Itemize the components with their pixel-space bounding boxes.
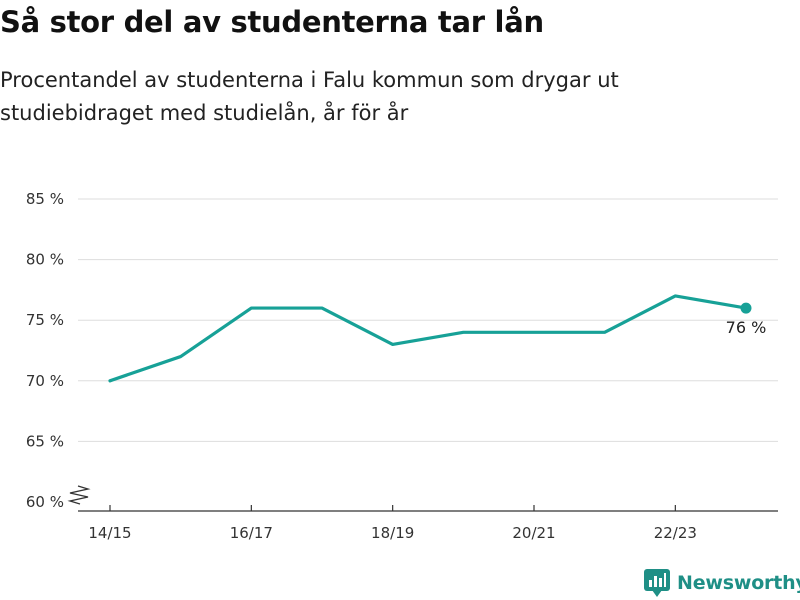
data-line	[108, 294, 748, 383]
newsworthy-logo-text: Newsworthy	[677, 572, 800, 594]
data-series	[108, 294, 752, 383]
data-point-end	[740, 302, 752, 314]
axis-break-icon	[67, 485, 91, 505]
data-labels: 76 %	[726, 318, 767, 337]
x-tick-labels: 14/15 16/17 18/19 20/21 22/23	[88, 524, 697, 542]
x-tick-label: 22/23	[654, 524, 697, 542]
x-tick-label: 16/17	[230, 524, 273, 542]
y-tick-label: 80 %	[26, 251, 64, 269]
chart-subtitle: Procentandel av studenterna i Falu kommu…	[0, 68, 619, 125]
y-tick-label: 75 %	[26, 311, 64, 329]
newsworthy-logo-icon	[644, 569, 670, 597]
y-tick-label: 85 %	[26, 190, 64, 208]
x-tick-label: 14/15	[88, 524, 131, 542]
x-tick-label: 18/19	[371, 524, 414, 542]
gridlines	[78, 198, 778, 442]
newsworthy-logo: Newsworthy	[644, 568, 800, 598]
x-axis	[78, 505, 778, 512]
x-tick-label: 20/21	[512, 524, 555, 542]
y-tick-label: 60 %	[26, 493, 64, 511]
y-tick-label: 65 %	[26, 432, 64, 450]
end-value-label: 76 %	[726, 318, 767, 337]
y-tick-label: 70 %	[26, 372, 64, 390]
y-axis: 60 % 65 % 70 % 75 % 80 % 85 %	[26, 190, 91, 511]
chart-title: Så stor del av studenterna tar lån	[0, 5, 544, 39]
